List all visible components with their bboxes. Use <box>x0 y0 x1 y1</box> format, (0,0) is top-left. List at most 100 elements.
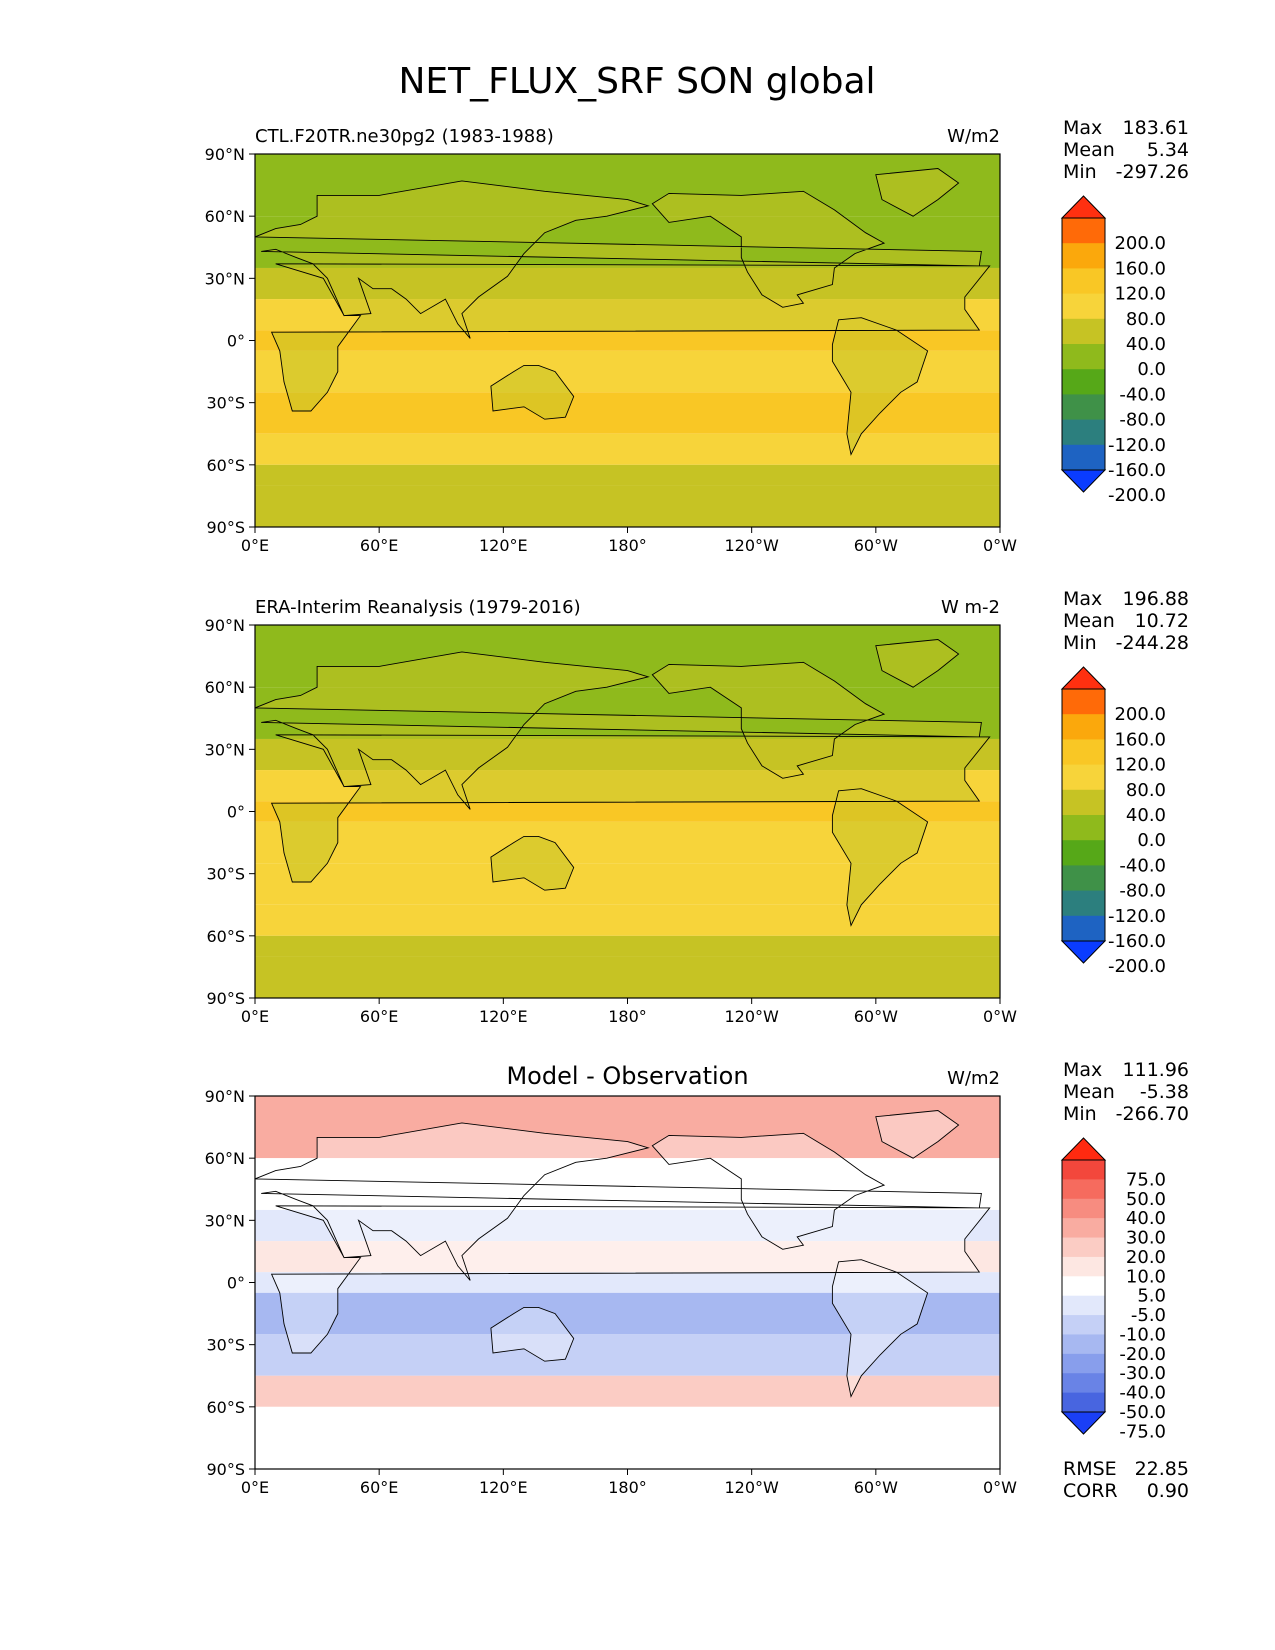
colorbar-segment <box>1062 1315 1105 1335</box>
colorbar-label: 10.0 <box>1126 1266 1166 1287</box>
colorbar-frame <box>1061 1159 1106 1413</box>
y-tick-label: 90°S <box>206 1460 245 1479</box>
y-tick-label: 30°S <box>206 865 245 884</box>
colorbar-segment <box>1062 840 1105 866</box>
colorbar-label: 160.0 <box>1114 729 1166 750</box>
map-field <box>255 625 1000 998</box>
colorbar-label: -5.0 <box>1131 1305 1166 1326</box>
colorbar-label: -80.0 <box>1119 881 1166 902</box>
colorbar-segment <box>1062 1218 1105 1239</box>
y-tick-label: 60°N <box>205 207 245 226</box>
y-tick-label: 0° <box>227 1274 245 1293</box>
colorbar-label: 5.0 <box>1137 1286 1166 1307</box>
colorbar-label: -30.0 <box>1119 1363 1166 1384</box>
colorbar-segment <box>1062 318 1105 345</box>
colorbar-extend-bottom <box>1060 469 1107 493</box>
field-band <box>255 1241 1000 1273</box>
colorbar-label: 0.0 <box>1137 830 1166 851</box>
colorbar-segment <box>1062 1353 1105 1374</box>
colorbar-segment <box>1062 915 1105 942</box>
x-tick-label: 180° <box>608 1007 647 1026</box>
stat-value: -266.70 <box>1116 1103 1189 1125</box>
x-tick-label: 60°W <box>854 536 898 555</box>
panel-units: W/m2 <box>947 1068 1000 1089</box>
panel-1: 0°E 60°E 120°E 180° 120°W 60°W 0°W 90°N 60°N 30°N… <box>205 117 1189 555</box>
colorbar-segment <box>1062 1256 1105 1277</box>
colorbar-extend-top <box>1060 1137 1107 1161</box>
y-tick-label: 30°N <box>205 740 245 759</box>
y-tick-label: 30°N <box>205 269 245 288</box>
colorbar-extend-top <box>1060 666 1107 690</box>
stat-value: 183.61 <box>1123 117 1189 139</box>
panel-3: 0°E 60°E 120°E 180° 120°W 60°W 0°W 90°N 60°N 30°N… <box>205 1059 1189 1502</box>
field-band <box>255 1375 1000 1407</box>
colorbar-label: -40.0 <box>1119 855 1166 876</box>
colorbar-segment <box>1062 243 1105 269</box>
stat-label: Mean <box>1063 139 1115 161</box>
colorbar-label: -160.0 <box>1108 460 1166 481</box>
panel-title-center: Model - Observation <box>506 1062 748 1090</box>
field-band <box>255 1272 1000 1293</box>
colorbar-segment <box>1062 293 1105 320</box>
field-band <box>255 904 1000 936</box>
y-tick-label: 90°N <box>205 145 245 164</box>
colorbar-segment <box>1062 689 1105 715</box>
figure-title: NET_FLUX_SRF SON global <box>398 61 875 102</box>
stat-value: -297.26 <box>1116 161 1189 183</box>
colorbar-segment <box>1062 789 1105 816</box>
stat-value: 196.88 <box>1123 588 1189 610</box>
stat-value: 111.96 <box>1123 1059 1189 1081</box>
stat-label: Min <box>1063 1103 1097 1125</box>
x-tick-label: 120°E <box>479 1478 528 1497</box>
y-tick-label: 30°S <box>206 394 245 413</box>
colorbar-label: 80.0 <box>1126 309 1166 330</box>
colorbar-label: 75.0 <box>1126 1169 1166 1190</box>
y-tick-label: 90°S <box>206 989 245 1008</box>
colorbar-segment <box>1062 890 1105 917</box>
x-tick-label: 60°E <box>360 1478 398 1497</box>
x-tick-label: 0°W <box>983 1007 1017 1026</box>
stat-value: 5.34 <box>1147 139 1189 161</box>
y-tick-label: 60°S <box>206 1398 245 1417</box>
colorbar-label: -120.0 <box>1108 435 1166 456</box>
panel-title-left: ERA-Interim Reanalysis (1979-2016) <box>255 597 581 618</box>
colorbar-label: 120.0 <box>1114 284 1166 305</box>
colorbar-label: 160.0 <box>1114 258 1166 279</box>
colorbar-segment <box>1062 419 1105 446</box>
field-band <box>255 1209 1000 1242</box>
field-band <box>255 801 1000 822</box>
field-band <box>255 1427 1000 1469</box>
colorbar-label: 30.0 <box>1126 1228 1166 1249</box>
field-band <box>255 956 1000 998</box>
field-band <box>255 935 1000 957</box>
colorbar-segment <box>1062 714 1105 740</box>
y-tick-label: 60°S <box>206 927 245 946</box>
colorbar-segment <box>1062 865 1105 892</box>
colorbar-label: -50.0 <box>1119 1402 1166 1423</box>
y-tick-label: 0° <box>227 803 245 822</box>
colorbar-label: 200.0 <box>1114 704 1166 725</box>
colorbar-label: -40.0 <box>1119 1383 1166 1404</box>
colorbar-label: -20.0 <box>1119 1344 1166 1365</box>
field-band <box>255 330 1000 351</box>
x-tick-label: 120°E <box>479 536 528 555</box>
colorbar-label: -10.0 <box>1119 1324 1166 1345</box>
field-band <box>255 1406 1000 1428</box>
colorbar-label: 40.0 <box>1126 805 1166 826</box>
field-band <box>255 1096 1000 1159</box>
y-tick-label: 0° <box>227 332 245 351</box>
panel-units: W m-2 <box>941 597 1000 618</box>
colorbar-segment <box>1062 369 1105 395</box>
colorbar-label: 40.0 <box>1126 1208 1166 1229</box>
x-tick-label: 60°E <box>360 536 398 555</box>
map-field <box>255 1096 1000 1469</box>
colorbar-segment <box>1062 1237 1105 1258</box>
y-tick-label: 60°N <box>205 678 245 697</box>
stat-value: -5.38 <box>1140 1081 1189 1103</box>
stat-label: Mean <box>1063 610 1115 632</box>
field-band <box>255 485 1000 527</box>
colorbar-label: 50.0 <box>1126 1189 1166 1210</box>
x-tick-label: 0°W <box>983 536 1017 555</box>
panel-units: W/m2 <box>947 126 1000 147</box>
colorbar-label: 40.0 <box>1126 334 1166 355</box>
